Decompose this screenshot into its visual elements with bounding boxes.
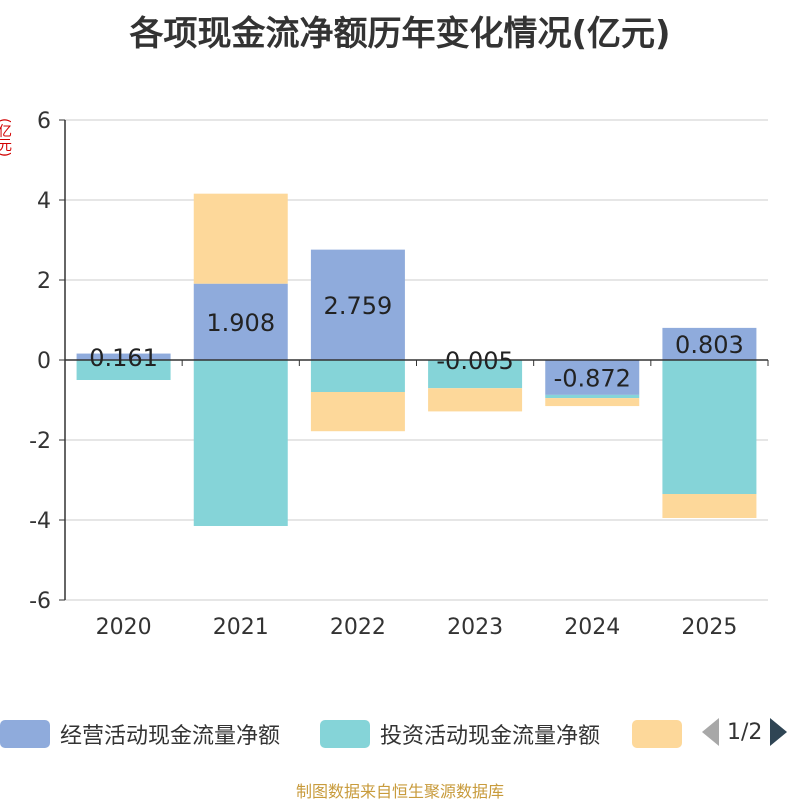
bar-2021-series-3 <box>194 194 288 284</box>
y-tick-label: 6 <box>37 109 51 134</box>
bar-2025-series-3 <box>662 494 756 518</box>
legend-swatch-investing <box>320 720 370 748</box>
x-tick-label: 2025 <box>681 615 737 640</box>
bar-2024-series-3 <box>545 398 639 406</box>
data-source-note: 制图数据来自恒生聚源数据库 <box>0 778 800 802</box>
data-label: -0.872 <box>554 364 631 392</box>
bar-2021-series-2 <box>194 360 288 526</box>
bar-2025-series-2 <box>662 360 756 494</box>
legend-swatch-operating <box>0 720 50 748</box>
x-tick-label: 2023 <box>447 615 503 640</box>
legend-swatch-financing <box>632 720 682 748</box>
y-tick-label: -6 <box>29 589 51 614</box>
x-tick-label: 2020 <box>96 615 152 640</box>
legend-page-indicator: 1/2 <box>727 720 762 745</box>
y-tick-label: -4 <box>29 509 51 534</box>
y-tick-label: 4 <box>37 189 51 214</box>
bar-2022-series-2 <box>311 360 405 392</box>
y-tick-label: -2 <box>29 429 51 454</box>
bar-chart: 6 4 2 0 -2 -4 -6 2020 2021 2022 2023 2024 2025 0.161 1… <box>0 0 800 700</box>
x-tick-label: 2021 <box>213 615 269 640</box>
legend-pager: 1/2 <box>702 718 787 746</box>
bar-2024-series-2 <box>545 395 639 398</box>
x-tick-label: 2022 <box>330 615 386 640</box>
x-tick-label: 2024 <box>564 615 620 640</box>
y-tick-label: 0 <box>37 349 51 374</box>
legend-next-icon[interactable] <box>770 718 787 746</box>
data-label: 1.908 <box>206 309 275 337</box>
data-label: 0.161 <box>89 344 158 372</box>
legend-label-operating: 经营活动现金流量净额 <box>60 718 280 750</box>
legend-item-operating[interactable]: 经营活动现金流量净额 <box>0 716 280 752</box>
data-label: 0.803 <box>675 331 744 359</box>
data-label: -0.005 <box>436 347 513 375</box>
bar-2022-series-3 <box>311 392 405 431</box>
legend-prev-icon[interactable] <box>702 718 719 746</box>
legend-item-financing[interactable] <box>632 716 682 752</box>
bar-2023-series-3 <box>428 388 522 411</box>
legend-label-investing: 投资活动现金流量净额 <box>380 718 600 750</box>
legend-item-investing[interactable]: 投资活动现金流量净额 <box>320 716 600 752</box>
y-tick-label: 2 <box>37 269 51 294</box>
data-label: 2.759 <box>324 292 393 320</box>
